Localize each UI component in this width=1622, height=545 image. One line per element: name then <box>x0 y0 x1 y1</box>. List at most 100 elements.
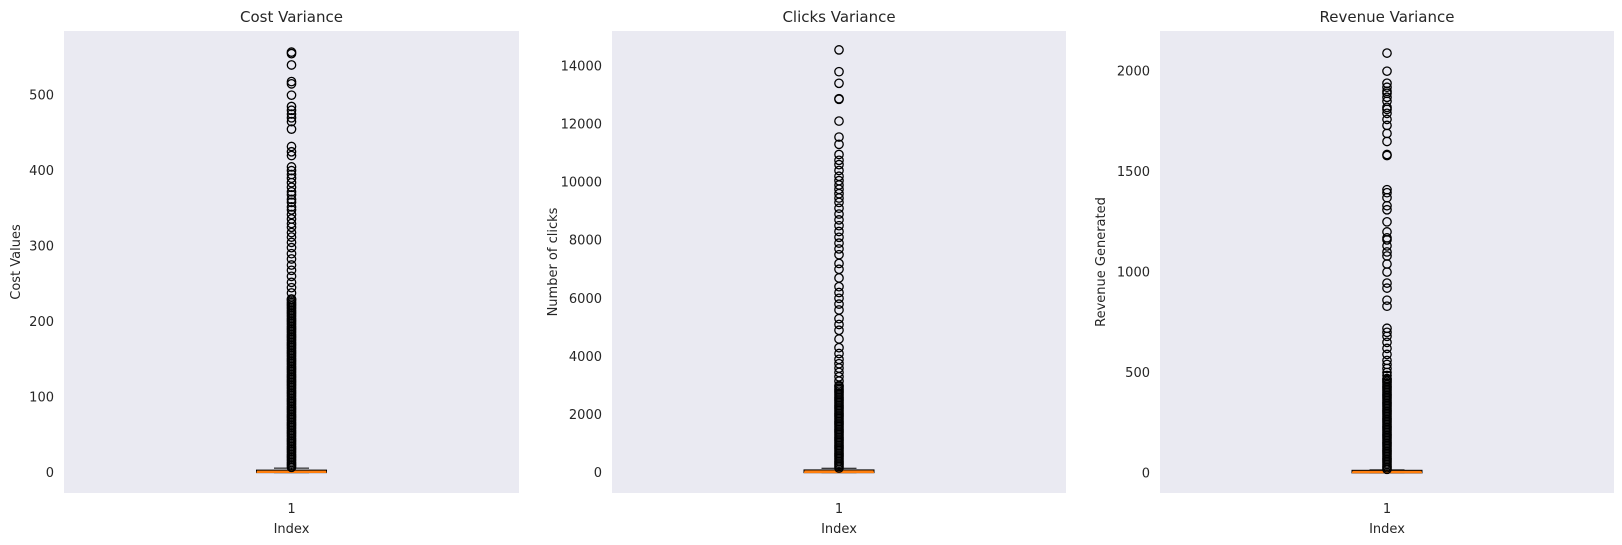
outlier-point <box>286 90 297 101</box>
outlier-point <box>834 165 844 176</box>
y-tick-label: 2000 <box>1117 65 1150 80</box>
outlier-point <box>286 124 297 134</box>
outlier-point <box>1382 82 1392 93</box>
outlier-point <box>834 175 844 186</box>
outlier-point <box>834 155 844 166</box>
outlier-point <box>286 173 297 184</box>
x-axis-label: Index <box>1369 522 1405 537</box>
outlier-point <box>286 194 297 205</box>
outlier-point <box>834 45 844 55</box>
outlier-point <box>286 189 297 200</box>
outlier-point <box>834 139 844 150</box>
y-tick-label: 10000 <box>561 176 602 191</box>
outliers <box>834 45 844 473</box>
x-tick-label: 1 <box>835 502 843 517</box>
chart-title: Cost Variance <box>240 8 343 26</box>
outlier-point <box>286 141 297 152</box>
y-tick-label: 1500 <box>1117 165 1150 180</box>
outlier-point <box>834 305 844 315</box>
outlier-point <box>286 47 297 57</box>
outlier-point <box>1382 149 1392 160</box>
outlier-point <box>834 215 844 225</box>
outlier-point <box>286 101 297 112</box>
y-tick-label: 300 <box>29 240 54 255</box>
y-axis-label: Revenue Generated <box>1094 197 1109 327</box>
x-tick-label: 1 <box>1383 502 1391 517</box>
outlier-point <box>834 171 844 182</box>
outlier-point <box>834 116 844 126</box>
outlier-point <box>834 203 844 214</box>
y-tick-label: 200 <box>29 315 54 330</box>
outlier-point <box>1382 184 1392 195</box>
y-axis-label: Number of clicks <box>546 207 561 316</box>
y-tick-label: 12000 <box>561 117 602 132</box>
outlier-point <box>834 238 844 248</box>
outlier-point <box>1382 301 1392 312</box>
outlier-point <box>1382 327 1392 338</box>
outlier-point <box>834 249 844 260</box>
outlier-point <box>286 227 297 238</box>
outlier-point <box>286 288 297 298</box>
y-tick-label: 2000 <box>569 408 602 423</box>
y-tick-label: 14000 <box>561 59 602 74</box>
y-tick-label: 0 <box>594 466 602 481</box>
outliers <box>1382 48 1392 475</box>
outlier-point <box>286 209 297 220</box>
outlier-point <box>286 162 297 172</box>
outlier-point <box>1382 187 1392 198</box>
outlier-point <box>834 132 844 142</box>
outlier-point <box>834 232 844 243</box>
outlier-point <box>1382 102 1392 113</box>
outlier-point <box>286 109 297 119</box>
y-tick-label: 400 <box>29 164 54 179</box>
outlier-point <box>1382 216 1392 227</box>
x-axis-label: Index <box>274 522 310 537</box>
outlier-point <box>834 348 844 359</box>
outlier-point <box>286 197 297 208</box>
outlier-point <box>286 242 297 253</box>
outlier-point <box>834 264 844 275</box>
chart-title: Clicks Variance <box>782 8 895 26</box>
outlier-point <box>1382 114 1392 125</box>
outlier-point <box>834 66 844 77</box>
outlier-point <box>1382 120 1392 131</box>
outlier-point <box>834 209 844 219</box>
outlier-point <box>286 232 297 242</box>
outlier-point <box>1382 349 1392 360</box>
y-tick-label: 500 <box>1125 366 1150 381</box>
outlier-point <box>1382 283 1392 293</box>
x-tick-label: 1 <box>287 502 295 517</box>
outlier-point <box>286 248 297 259</box>
outlier-point <box>286 60 297 70</box>
y-tick-label: 6000 <box>569 292 602 307</box>
outlier-point <box>286 112 297 123</box>
outlier-point <box>1382 247 1392 257</box>
outlier-point <box>834 287 844 298</box>
outlier-point <box>834 220 844 231</box>
outlier-point <box>1382 204 1392 215</box>
outlier-point <box>1382 92 1392 103</box>
y-tick-label: 100 <box>29 391 54 406</box>
outlier-point <box>834 149 844 160</box>
y-tick-label: 500 <box>29 89 54 104</box>
y-tick-label: 0 <box>46 466 54 481</box>
outlier-point <box>1382 66 1392 77</box>
subplot-2: Clicks Variance 0 2000 4000 6000 8000 10000 120… <box>546 8 1066 537</box>
y-tick-label: 1000 <box>1117 266 1150 281</box>
outlier-point <box>286 214 297 224</box>
outlier-point <box>834 319 844 330</box>
outlier-point <box>834 354 844 365</box>
outlier-point <box>286 294 297 304</box>
outlier-point <box>1382 295 1392 306</box>
y-tick-label: 4000 <box>569 350 602 365</box>
outlier-point <box>834 78 844 89</box>
outlier-point <box>834 244 844 254</box>
outlier-point <box>286 218 297 229</box>
y-tick-label: 0 <box>1142 466 1150 481</box>
outlier-point <box>286 260 297 270</box>
outlier-point <box>834 159 844 170</box>
outlier-point <box>1382 373 1392 384</box>
outlier-point <box>286 237 297 248</box>
outlier-point <box>1382 337 1392 348</box>
